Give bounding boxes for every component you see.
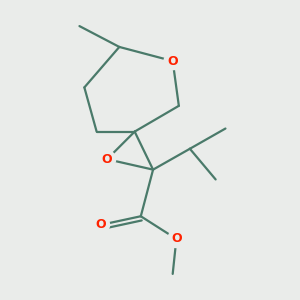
Text: O: O xyxy=(96,218,106,231)
Circle shape xyxy=(168,230,185,248)
Text: O: O xyxy=(167,55,178,68)
Circle shape xyxy=(92,216,110,233)
Circle shape xyxy=(164,52,181,70)
Circle shape xyxy=(98,151,116,168)
Text: O: O xyxy=(171,232,182,245)
Text: O: O xyxy=(102,153,112,166)
